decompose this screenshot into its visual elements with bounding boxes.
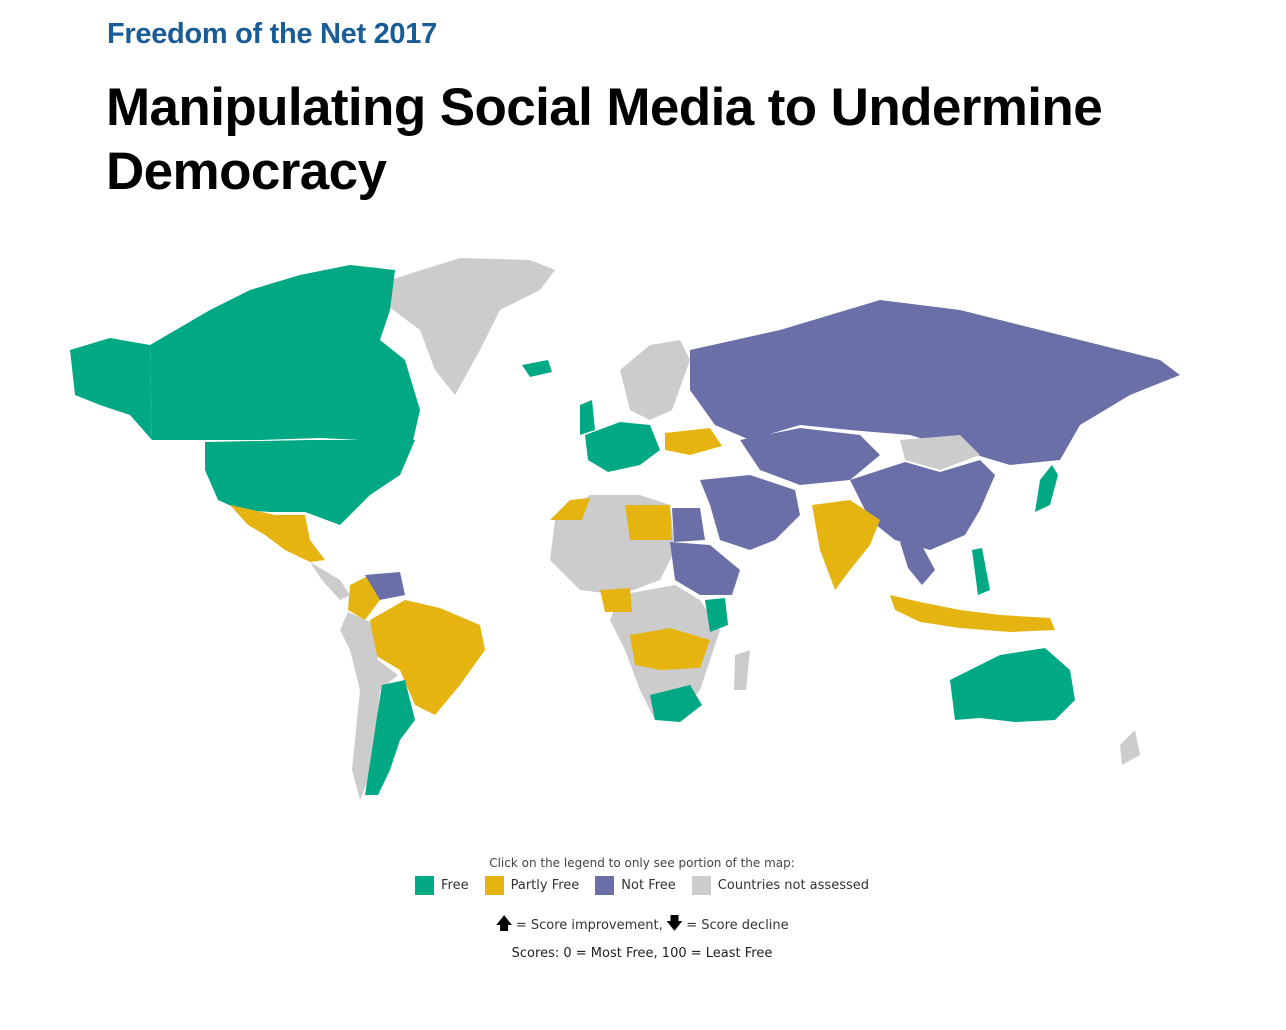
page-kicker: Freedom of the Net 2017 [107,18,437,50]
region-kenya[interactable] [705,598,728,632]
region-egypt[interactable] [672,508,705,542]
decline-text: = Score decline [686,918,789,933]
page-title: Manipulating Social Media to Undermine D… [106,78,1103,201]
region-central-asia[interactable] [740,428,880,485]
improvement-text: = Score improvement, [515,918,663,933]
arrow-down-icon: 🡇 [665,914,684,934]
legend-label-not-assessed: Countries not assessed [717,878,869,893]
legend-swatch-free [415,876,434,895]
region-ukraine[interactable] [665,428,722,455]
region-mexico[interactable] [230,505,325,562]
region-libya[interactable] [625,505,672,540]
region-argentina[interactable] [365,680,415,795]
region-alaska[interactable] [70,338,152,440]
legend-item-not-free[interactable]: Not Free [595,876,676,895]
arrow-up-icon: 🡅 [495,914,513,934]
region-south-africa[interactable] [650,685,702,722]
legend-items: Free Partly Free Not Free Countries not … [284,876,1000,895]
region-madagascar[interactable] [734,650,750,690]
region-japan[interactable] [1035,465,1058,512]
legend-item-not-assessed[interactable]: Countries not assessed [691,876,869,895]
region-venezuela[interactable] [365,572,405,600]
legend-item-partly-free[interactable]: Partly Free [484,876,580,895]
legend-item-free[interactable]: Free [415,876,469,895]
region-china[interactable] [850,460,995,550]
region-greenland[interactable] [380,258,555,395]
region-middle-east[interactable] [700,475,800,550]
region-philippines[interactable] [972,548,990,595]
score-change-legend: 🡅 = Score improvement, 🡇 = Score decline [284,911,1000,940]
region-southeast-asia[interactable] [900,542,935,585]
region-nigeria[interactable] [600,588,632,612]
region-central-america[interactable] [310,562,350,600]
region-united-states[interactable] [205,440,415,525]
legend-label-not-free: Not Free [621,878,676,893]
region-uk[interactable] [580,400,595,435]
score-scale-note: Scores: 0 = Most Free, 100 = Least Free [511,946,773,961]
region-western-europe[interactable] [585,422,660,472]
region-brazil[interactable] [370,600,485,715]
legend-swatch-not-free [595,876,615,895]
region-indonesia[interactable] [890,595,1055,632]
region-iceland[interactable] [522,360,552,377]
region-russia[interactable] [690,300,1180,465]
legend-swatch-not-assessed [691,876,711,895]
region-sudan-ethiopia[interactable] [670,542,740,595]
legend-label-free: Free [441,878,469,893]
region-australia[interactable] [950,648,1075,722]
region-mongolia[interactable] [900,435,980,470]
region-india[interactable] [812,500,880,590]
legend-label-partly-free: Partly Free [510,878,580,893]
region-angola-zambia[interactable] [630,628,710,670]
region-scandinavia[interactable] [620,340,690,420]
map-legend: Click on the legend to only see portion … [380,856,1000,961]
region-new-zealand[interactable] [1120,730,1140,765]
world-map [70,258,1180,800]
legend-hint: Click on the legend to only see portion … [489,856,795,870]
region-morocco[interactable] [550,498,590,520]
region-andes[interactable] [340,612,398,800]
legend-swatch-partly-free [484,876,504,895]
region-canada[interactable] [150,265,420,445]
